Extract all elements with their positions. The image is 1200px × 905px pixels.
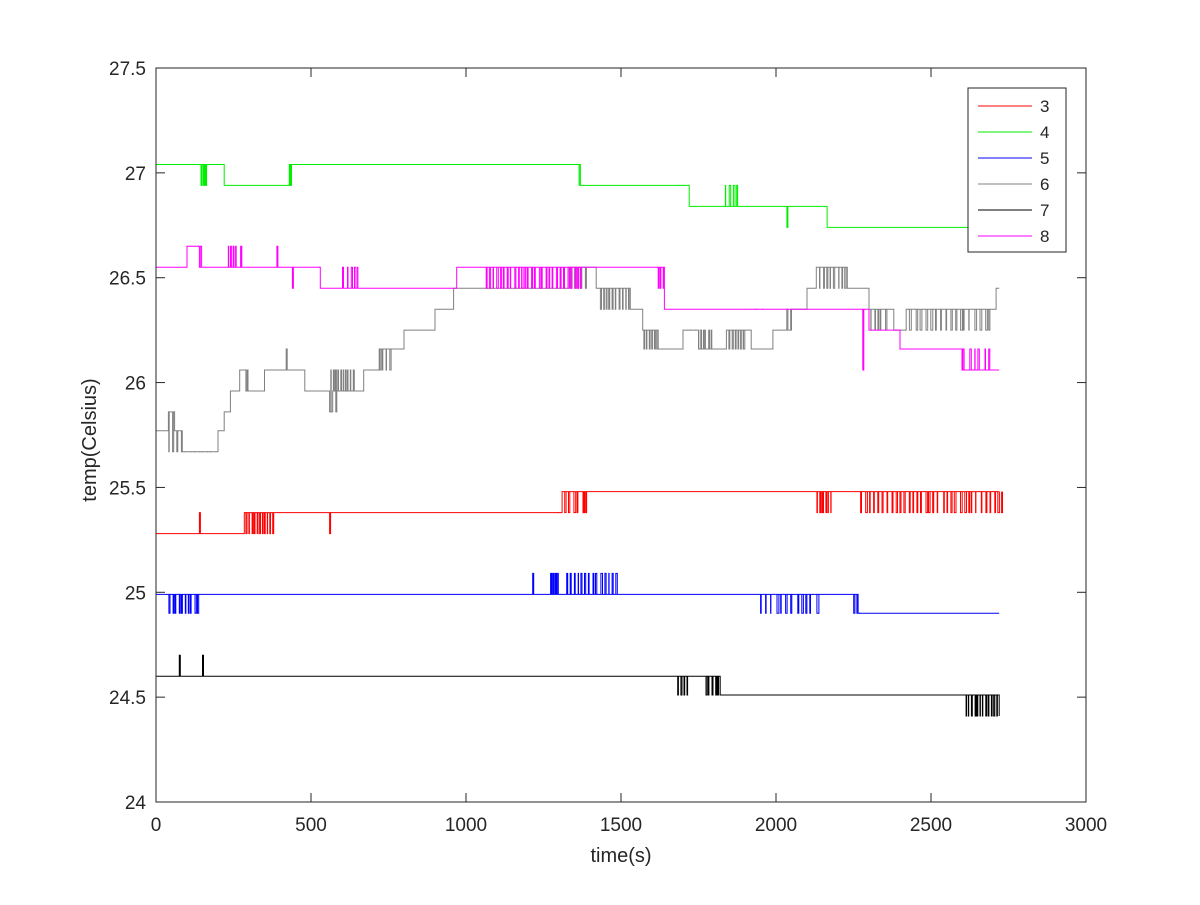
x-tick-label: 1500 xyxy=(600,815,642,836)
series-flicker-5 xyxy=(853,594,860,614)
y-tick-label: 24 xyxy=(125,793,147,814)
series-layer xyxy=(156,164,1003,717)
series-flicker-6 xyxy=(168,411,211,453)
y-tick-label: 27 xyxy=(125,164,146,185)
series-flicker-6 xyxy=(643,330,659,350)
legend-label-8: 8 xyxy=(1040,227,1049,246)
x-tick-label: 3000 xyxy=(1065,815,1107,836)
series-spike-8 xyxy=(862,309,865,371)
y-axis-label: temp(Celsius) xyxy=(79,378,101,501)
series-flicker-5 xyxy=(550,572,559,595)
series-flicker-7 xyxy=(677,676,689,696)
series-flicker-6 xyxy=(599,288,630,310)
series-flicker-8 xyxy=(187,245,203,268)
series-spike-7 xyxy=(178,654,181,677)
series-spike-3 xyxy=(329,512,332,535)
y-tick-label: 25.5 xyxy=(109,478,146,499)
legend-label-3: 3 xyxy=(1040,97,1049,116)
y-tick-label: 26.5 xyxy=(109,269,146,290)
series-spike-8 xyxy=(291,267,294,289)
series-flicker-4 xyxy=(200,164,208,186)
series-flicker-6 xyxy=(373,349,392,371)
series-flicker-5 xyxy=(566,572,618,595)
series-flicker-6 xyxy=(684,329,713,349)
y-tick-label: 26 xyxy=(125,374,146,395)
x-tick-label: 500 xyxy=(295,815,327,836)
series-spike-3 xyxy=(583,491,586,514)
series-flicker-8 xyxy=(240,245,243,268)
plot-area xyxy=(156,68,1086,802)
series-flicker-3 xyxy=(860,491,1003,514)
legend: 3 4 5 6 7 8 xyxy=(967,87,1067,253)
legend-label-4: 4 xyxy=(1040,123,1049,142)
series-spike-7 xyxy=(202,654,204,677)
legend-box xyxy=(967,87,1067,253)
series-flicker-4 xyxy=(576,164,581,186)
series-flicker-3 xyxy=(816,491,832,514)
series-line-5 xyxy=(156,593,1000,614)
series-flicker-8 xyxy=(485,267,582,289)
x-tick-label: 0 xyxy=(151,815,162,836)
series-flicker-7 xyxy=(705,676,723,696)
series-spike-3 xyxy=(198,512,201,534)
series-flicker-4 xyxy=(289,164,292,186)
y-tick-label: 24.5 xyxy=(109,688,146,709)
series-flicker-8 xyxy=(227,245,237,268)
series-spike-6 xyxy=(335,391,338,413)
series-spike-8 xyxy=(276,245,279,268)
y-tick-label: 27.5 xyxy=(109,59,146,80)
x-tick-label: 1000 xyxy=(445,815,487,836)
series-flicker-6 xyxy=(240,369,249,391)
series-flicker-5 xyxy=(168,594,200,614)
series-flicker-6 xyxy=(330,369,355,412)
series-line-7 xyxy=(156,675,1000,716)
x-tick-label: 2000 xyxy=(755,815,797,836)
x-axis: 0 500 1000 1500 2000 2500 3000 xyxy=(151,68,1107,836)
series-spike-6 xyxy=(285,348,288,370)
series-spike-5 xyxy=(532,572,535,595)
legend-label-6: 6 xyxy=(1040,175,1049,194)
y-axis: 24 24.5 25 25.5 26 26.5 27 27.5 xyxy=(109,59,1086,814)
series-flicker-6 xyxy=(819,267,847,289)
series-spike-4 xyxy=(786,206,789,228)
x-axis-label: time(s) xyxy=(590,845,651,867)
series-flicker-4 xyxy=(724,184,739,207)
series-flicker-8 xyxy=(962,348,991,370)
legend-label-5: 5 xyxy=(1040,149,1049,168)
series-flicker-8 xyxy=(342,266,359,289)
series-flicker-7 xyxy=(965,695,998,717)
legend-label-7: 7 xyxy=(1040,201,1049,220)
series-flicker-6 xyxy=(724,330,746,350)
series-flicker-5 xyxy=(760,594,820,614)
series-line-3 xyxy=(156,491,1000,535)
y-tick-label: 25 xyxy=(125,583,146,604)
series-flicker-3 xyxy=(557,491,588,514)
series-flicker-8 xyxy=(657,267,665,289)
series-flicker-3 xyxy=(245,512,275,535)
x-tick-label: 2500 xyxy=(910,815,952,836)
